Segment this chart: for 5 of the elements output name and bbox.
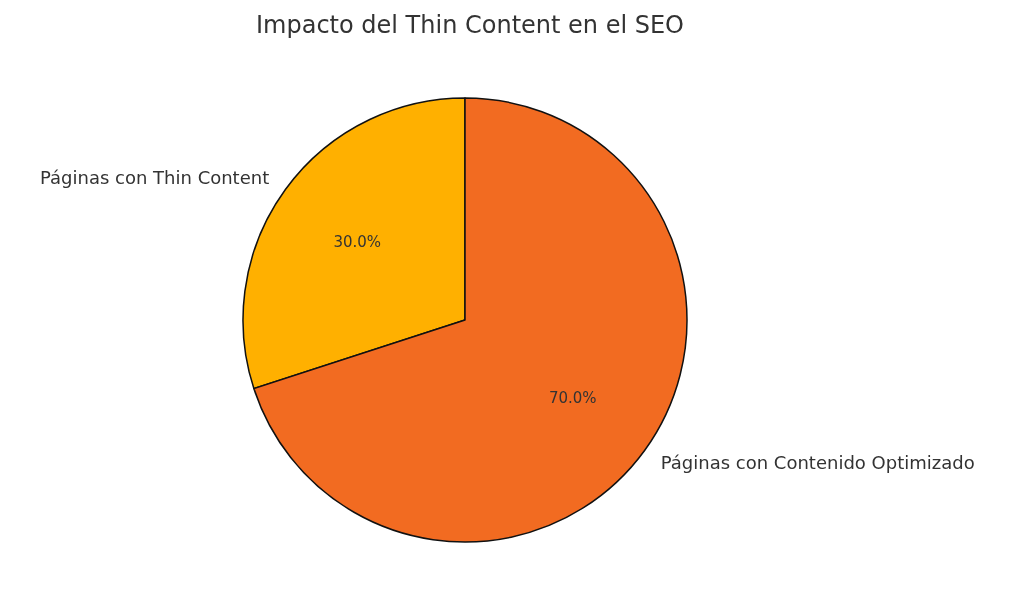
- slice-label: Páginas con Thin Content: [40, 167, 270, 189]
- chart-title: Impacto del Thin Content en el SEO: [255, 11, 685, 39]
- slice-label: Páginas con Contenido Optimizado: [660, 451, 975, 473]
- data-label: 30.0%: [333, 232, 382, 251]
- data-label: 70.0%: [548, 389, 597, 408]
